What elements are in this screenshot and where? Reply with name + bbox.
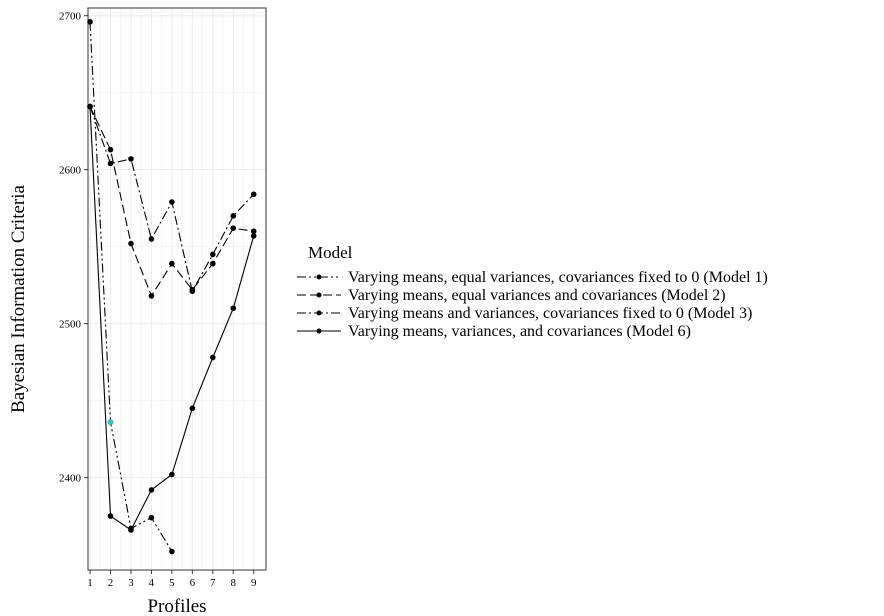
legend-key-point-2: [316, 292, 322, 298]
series-3-point: [107, 160, 114, 167]
series-4-point: [87, 103, 93, 110]
x-tick-label: 3: [128, 577, 134, 589]
series-3-point: [230, 213, 237, 219]
series-3-point: [169, 199, 175, 205]
series-3-point: [189, 288, 196, 295]
legend-label-4: Varying means, variances, and covariance…: [348, 323, 691, 340]
legend-key-point-4: [316, 328, 322, 334]
series-4-point: [210, 354, 216, 361]
x-tick-label: 4: [149, 577, 155, 589]
series-1-point: [169, 548, 175, 555]
marker-layer: [87, 19, 257, 555]
legend-items: Varying means, equal variances, covarian…: [297, 269, 768, 340]
x-tick-label: 1: [87, 577, 93, 589]
y-tick-label: 2600: [59, 165, 82, 177]
x-tick-label: 2: [108, 577, 114, 589]
y-axis: 2400 2500 2600 2700: [59, 11, 88, 485]
series-1-point: [87, 19, 93, 25]
series-3-point: [148, 236, 155, 242]
series-3-point: [128, 156, 134, 162]
x-tick-label: 5: [169, 577, 175, 589]
series-2-point: [148, 293, 155, 299]
x-axis-title: Profiles: [147, 596, 206, 616]
legend-key-point-3: [316, 310, 322, 316]
series-4-point: [107, 513, 114, 519]
series-4-point: [250, 233, 257, 239]
series-4-point: [148, 487, 155, 493]
series-1-point: [148, 514, 155, 521]
x-tick-label: 8: [231, 577, 237, 589]
series-4-point: [189, 405, 196, 412]
legend-title: Model: [308, 243, 353, 262]
plot-panel: [87, 7, 267, 571]
legend-label-2: Varying means, equal variances and covar…: [348, 287, 726, 304]
x-tick-label: 6: [190, 577, 196, 589]
series-4-point: [230, 305, 237, 312]
legend-key-point-1: [316, 274, 322, 280]
legend-label-3: Varying means and variances, covariances…: [348, 305, 752, 322]
x-tick-label: 7: [210, 577, 216, 589]
series-2-point: [128, 240, 134, 247]
y-tick-label: 2500: [59, 319, 82, 331]
y-tick-label: 2700: [59, 11, 82, 23]
series-3-point: [210, 251, 216, 258]
x-axis: 1 2 3 4 5 6 7 8 9: [87, 570, 257, 589]
series-3-point: [250, 191, 257, 198]
series-4-point: [128, 527, 134, 533]
series-2-point: [230, 225, 237, 231]
highlighted-point: [107, 419, 114, 425]
series-2-point: [210, 260, 216, 267]
series-4-point: [169, 471, 175, 478]
y-tick-label: 2400: [59, 473, 82, 485]
grid: [88, 8, 266, 570]
x-tick-label: 9: [251, 577, 257, 589]
series-2-point: [169, 260, 175, 267]
legend: Model Varying means, equal variances, co…: [297, 243, 768, 340]
series-2-point: [107, 146, 114, 153]
y-axis-title: Bayesian Information Criteria: [8, 184, 29, 412]
legend-label-1: Varying means, equal variances, covarian…: [348, 269, 768, 286]
series-2-point: [250, 228, 257, 235]
